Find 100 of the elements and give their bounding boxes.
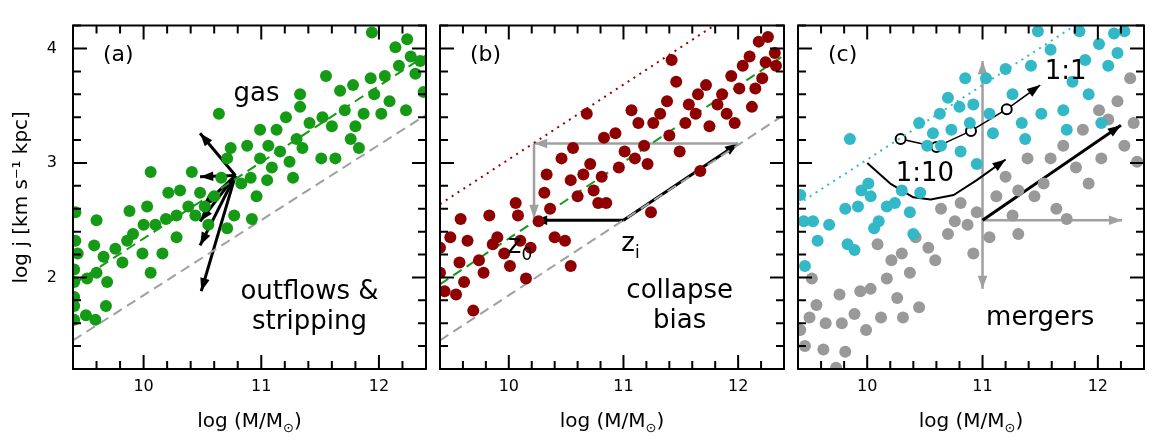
point [913,116,926,129]
x-axis-title: log (M/M⊙) [918,408,1024,436]
annotation: gas [233,77,280,108]
point [871,238,884,251]
point [1060,213,1073,226]
point [896,311,909,324]
point [1035,107,1048,120]
point [872,215,885,228]
point [903,206,916,219]
point [875,311,888,324]
point [851,200,864,213]
point [1024,59,1037,72]
point [1108,27,1121,40]
point [1124,72,1137,85]
y-tick-label: 4 [46,37,57,57]
point [1012,227,1025,240]
point [1012,184,1025,197]
point [1082,88,1095,101]
point [913,301,926,314]
point [1102,59,1115,72]
point [1082,177,1095,190]
point [1006,88,1019,101]
annotation: outflows & stripping [240,274,379,335]
point [929,254,942,267]
annotation: 1:10 [895,157,955,188]
point [1044,152,1057,165]
point [961,218,974,231]
point [941,227,954,240]
x-axis-title: log (M/M⊙) [559,408,665,436]
point [1111,95,1124,108]
point [941,91,954,104]
point [948,215,961,228]
annotation: (b) [470,41,502,67]
x-tick-label: 10 [857,375,878,395]
point [860,324,873,337]
point [839,345,852,358]
point [1076,123,1089,136]
annotation: 1:1 [1044,55,1087,86]
point [835,317,848,330]
point [999,170,1012,183]
point [986,127,999,140]
point [880,272,893,285]
point [999,63,1012,76]
point [1127,116,1140,129]
point [891,292,904,305]
point [843,132,856,145]
point [954,197,967,210]
point [1006,209,1019,222]
annotation: collapse bias [626,273,733,334]
point [810,298,823,311]
point [926,127,939,140]
point [933,107,946,120]
point [979,72,992,85]
point [954,145,967,158]
point [959,72,972,85]
point [953,100,966,113]
point [1111,47,1124,60]
point [885,254,898,267]
point [848,308,861,321]
point [983,231,996,244]
point [970,158,983,171]
point [839,202,852,215]
point [864,282,877,295]
y-tick-label: 3 [46,152,57,172]
point [895,184,908,197]
point [935,202,948,215]
x-tick-label: 10 [498,375,519,395]
point [1044,43,1057,56]
point [864,190,877,203]
point [963,116,976,129]
y-tick-label: 2 [46,266,57,286]
point [921,139,934,152]
point [811,234,824,247]
point [833,288,846,301]
point [967,98,980,111]
point [817,343,830,356]
point [819,317,832,330]
point [903,266,916,279]
point [1050,202,1063,215]
point [888,197,901,210]
point [907,227,920,240]
x-tick-label: 12 [1087,375,1109,395]
annotation: mergers [986,301,1095,332]
x-tick-label: 11 [972,375,993,395]
annotation: (a) [103,41,134,67]
point [862,177,875,190]
point [1095,152,1108,165]
point [854,285,867,298]
point [1037,177,1050,190]
point [935,139,948,152]
point [990,190,1003,203]
point [1118,139,1131,152]
annotation: (c) [828,41,858,67]
point [1019,132,1032,145]
y-axis-title: log j [km s⁻¹ kpc] [8,111,33,284]
x-tick-label: 12 [727,375,749,395]
point [970,206,983,219]
point [1069,161,1082,174]
point [983,107,996,120]
point [1093,37,1106,50]
